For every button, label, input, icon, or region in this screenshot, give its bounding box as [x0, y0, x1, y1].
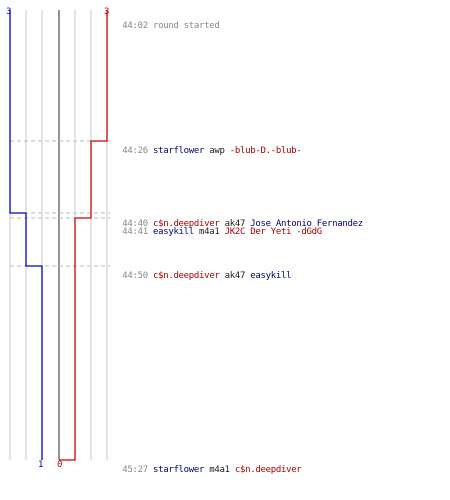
- killer-name: starflower: [152, 146, 205, 156]
- killer-name: c$n.deepdiver: [152, 271, 220, 281]
- event-row: 44:50 c$n.deepdiver ak47 easykill: [112, 261, 291, 281]
- blue-end-count: 1: [38, 460, 44, 470]
- event-time: 45:27: [122, 465, 148, 475]
- red-team-alive-line: [59, 10, 108, 461]
- event-row: 44:40 c$n.deepdiver ak47 Jose Antonio Fe…: [112, 209, 363, 229]
- event-row: 44:41 easykill m4a1 JK2C Der Yeti -dGdG: [112, 217, 322, 237]
- event-message: round started: [152, 21, 220, 31]
- weapon-name: awp: [209, 146, 225, 156]
- event-time: 44:50: [122, 271, 148, 281]
- victim-name: -blub-D.-blub-: [229, 146, 302, 156]
- killer-name: easykill: [152, 227, 194, 237]
- red-end-count: 0: [57, 460, 63, 470]
- killer-name: c$n.deepdiver: [152, 219, 220, 229]
- event-row: 44:02 round started: [112, 11, 220, 31]
- killer-name: starflower: [152, 465, 205, 475]
- weapon-name: m4a1: [209, 465, 230, 475]
- red-start-count: 3: [104, 7, 110, 17]
- weapon-name: ak47: [224, 219, 246, 229]
- victim-name: JK2C Der Yeti -dGdG: [224, 227, 323, 237]
- weapon-name: ak47: [224, 271, 246, 281]
- event-time: 44:26: [122, 146, 148, 156]
- event-time: 44:40: [122, 219, 148, 229]
- event-row: 44:26 starflower awp -blub-D.-blub-: [112, 136, 301, 156]
- event-time: 44:02: [122, 21, 148, 31]
- weapon-name: m4a1: [199, 227, 220, 237]
- event-time: 44:41: [122, 227, 148, 237]
- event-row: 45:27 starflower m4a1 c$n.deepdiver: [112, 455, 301, 475]
- victim-name: easykill: [250, 271, 292, 281]
- blue-team-alive-line: [9, 10, 43, 460]
- victim-name: c$n.deepdiver: [234, 465, 302, 475]
- blue-start-count: 3: [6, 7, 12, 17]
- victim-name: Jose Antonio Fernandez: [250, 219, 363, 229]
